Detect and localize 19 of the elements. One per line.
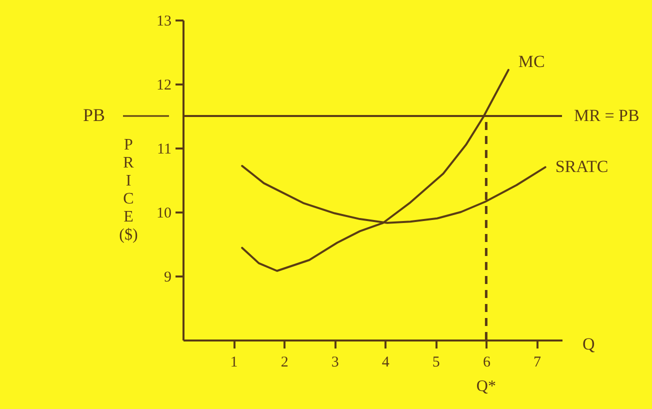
x-tick-label: 6 — [482, 354, 491, 370]
x-tick-label: 4 — [382, 354, 390, 370]
ref-line-label: MR = PB — [574, 106, 640, 125]
y-tick-label: 12 — [156, 78, 172, 94]
y-tick-label: 10 — [156, 206, 172, 222]
y-axis-title: PRICE ($) — [119, 136, 138, 244]
y-tick-label: 9 — [164, 270, 172, 286]
x-axis-title: Q — [582, 334, 595, 354]
y-tick-label: 11 — [157, 142, 172, 158]
x-tick-label: 5 — [432, 354, 440, 370]
x-tick-label: 7 — [533, 354, 542, 370]
x-tick-label: 3 — [331, 354, 339, 370]
x-tick-label: 2 — [280, 354, 288, 370]
ref-line-label: Q* — [476, 378, 496, 395]
y-tick-label: 13 — [156, 14, 172, 30]
series-label: MC — [518, 52, 545, 71]
x-tick-label: 1 — [230, 354, 238, 370]
series-label: SRATC — [555, 157, 608, 176]
text: PB — [82, 105, 105, 125]
